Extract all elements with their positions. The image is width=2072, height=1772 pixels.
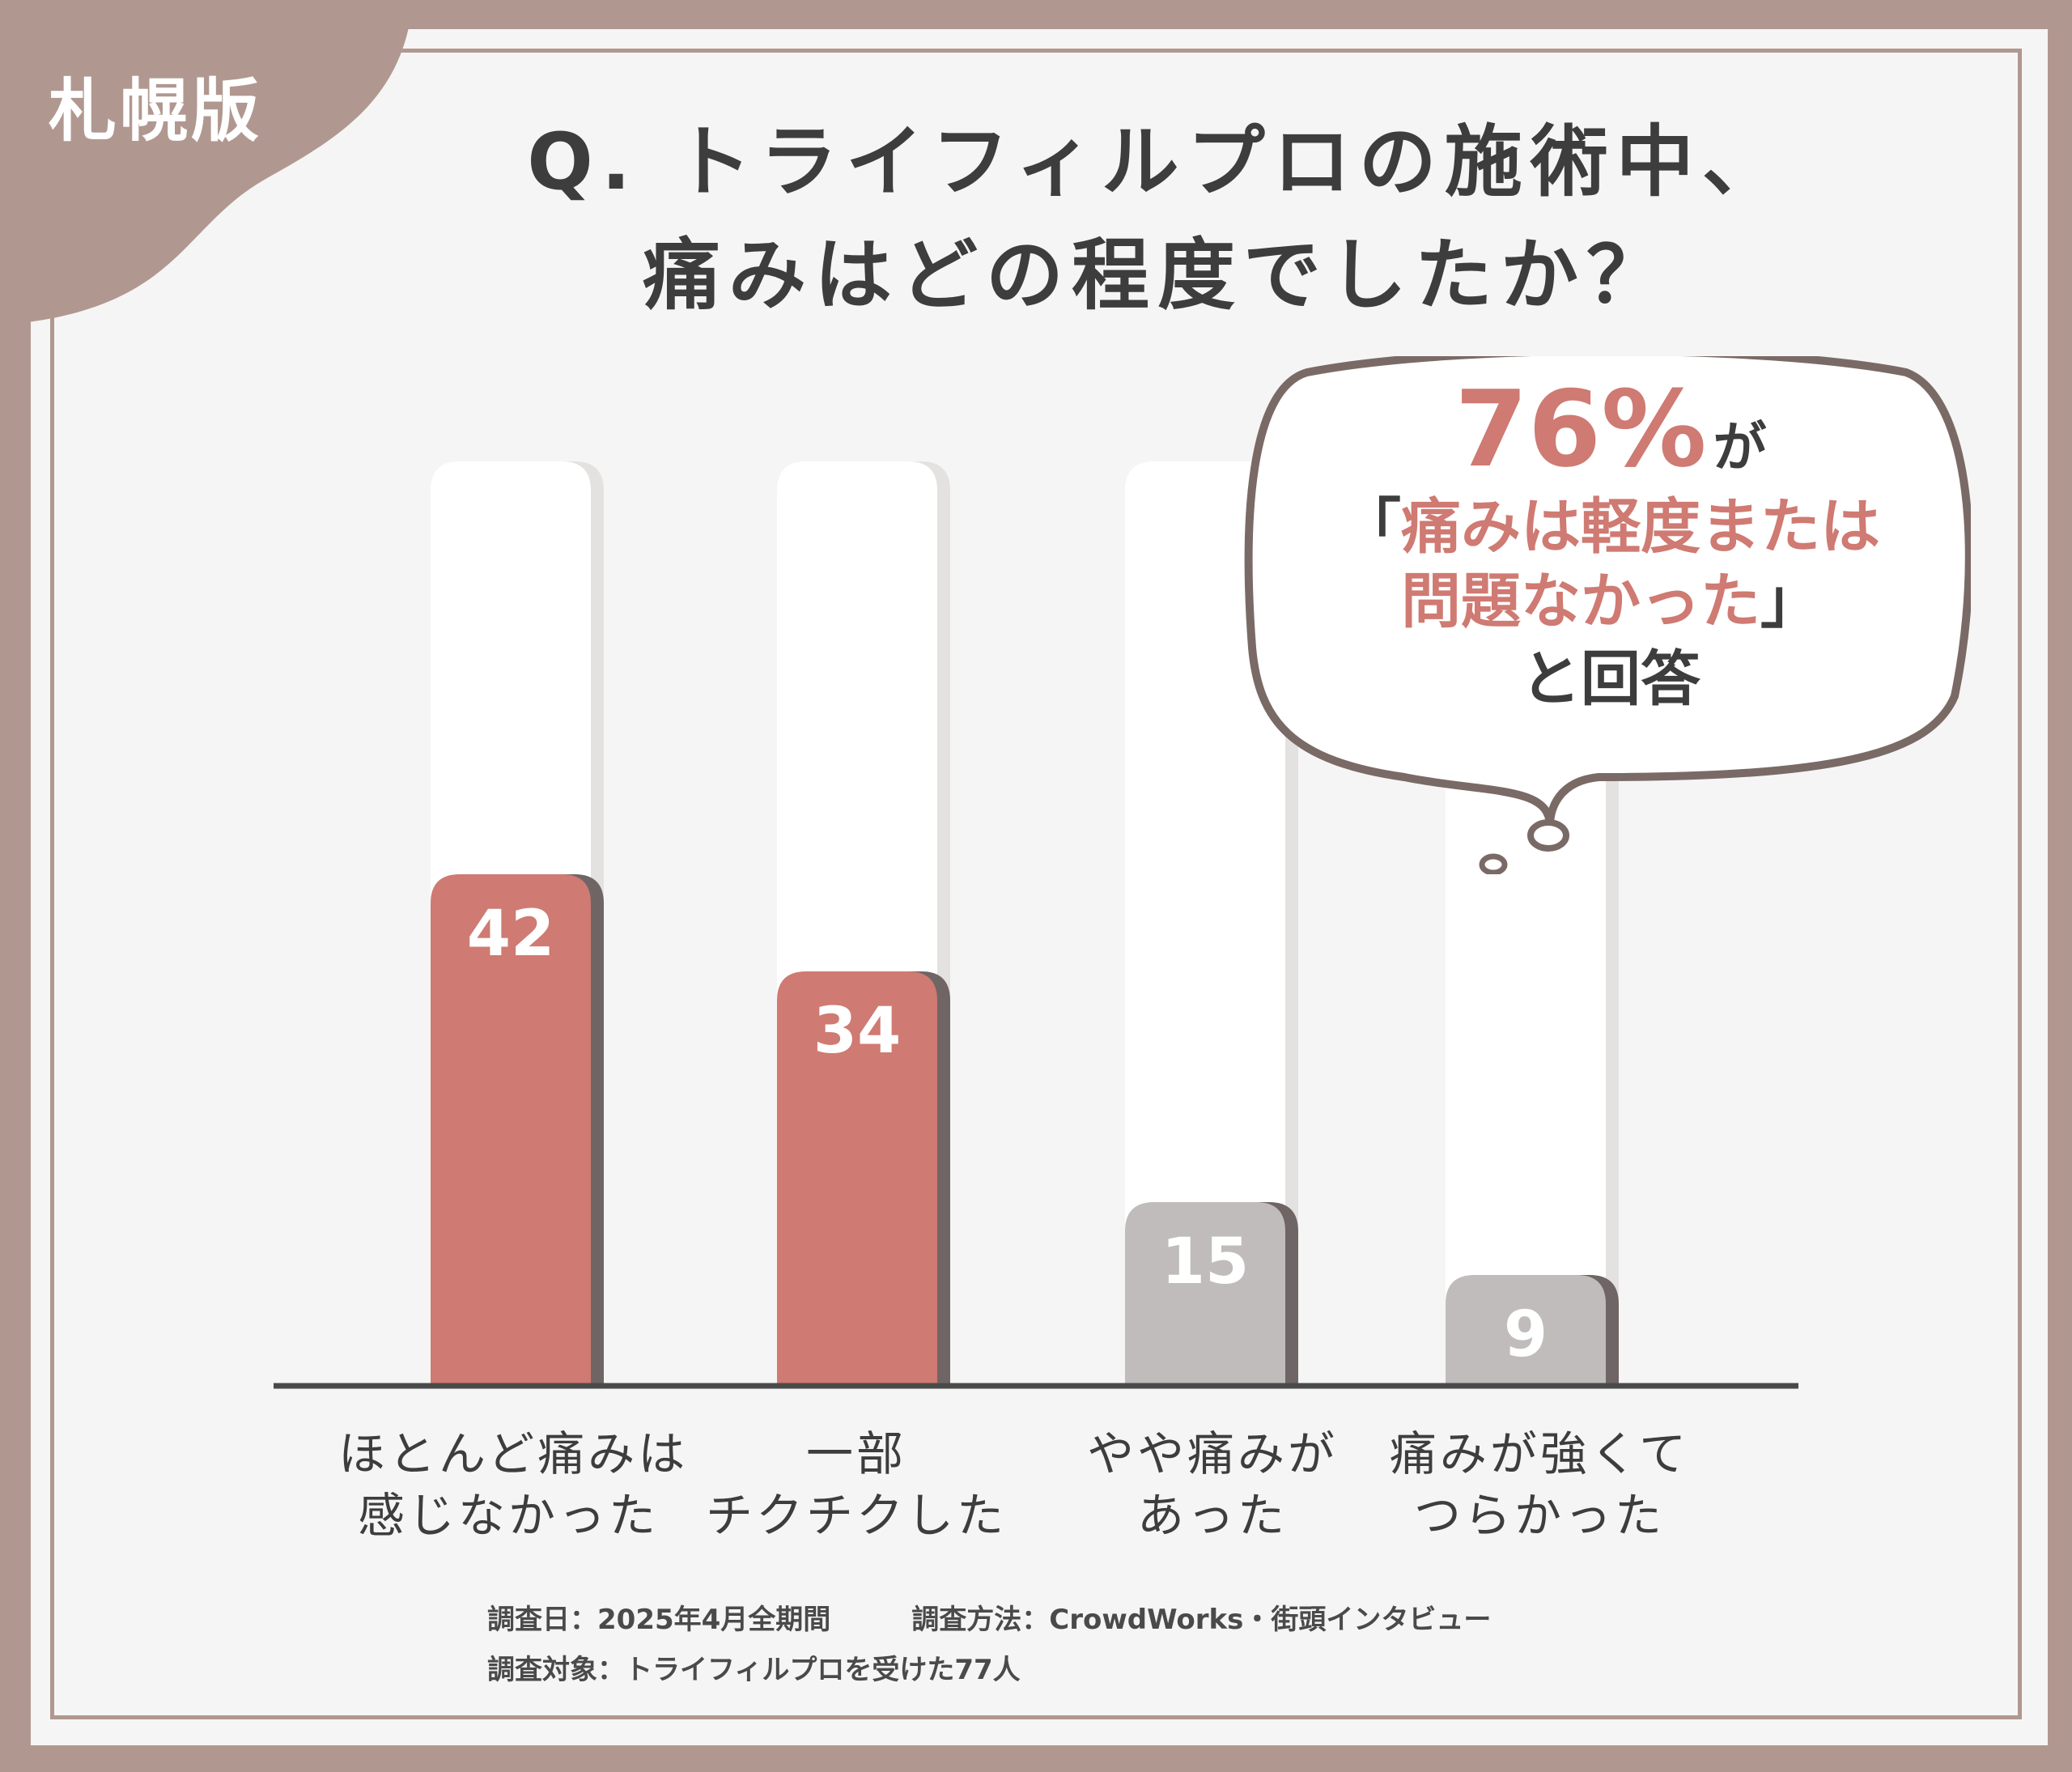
x-tick-label-4-line-1: 痛みが強くて [1389, 1426, 1690, 1481]
title-line-1: Q. トライフィルプロの施術中、 [527, 117, 1788, 207]
corner-tab [0, 0, 413, 325]
bar-value-label: 42 [467, 898, 555, 971]
bar [431, 874, 591, 1384]
bar [1446, 1275, 1606, 1384]
survey-target: 調査対象：トライフィルプロを受けた77人 [487, 1654, 1021, 1686]
bar-value-label: 9 [1504, 1298, 1548, 1371]
callout-line-1: 痛みは軽度または [1401, 492, 1880, 562]
callout-percent: 76% [1454, 368, 1707, 491]
x-tick-label-2-line-1: 一部 [805, 1426, 906, 1481]
x-tick-label-1: ほとんど痛みは 感じなかった [338, 1423, 689, 1546]
speech-bubble [1244, 356, 1971, 874]
x-tick-label-3-line-2: あった [1136, 1488, 1288, 1543]
callout-particle: が [1713, 416, 1767, 478]
title-line-2: 痛みはどの程度でしたか？ [643, 230, 1672, 321]
page-title: Q. トライフィルプロの施術中、 痛みはどの程度でしたか？ [453, 105, 1862, 332]
x-tick-label-4-line-2: つらかった [1413, 1488, 1665, 1543]
bar-value-label: 15 [1161, 1226, 1250, 1298]
survey-method: 調査方法：CrowdWorks・街頭インタビュー [911, 1604, 1492, 1636]
bar [1125, 1202, 1285, 1384]
survey-notes: 調査日：2025年4月全期間 調査方法：CrowdWorks・街頭インタビュー 調… [487, 1595, 1491, 1695]
x-tick-label-3: やや痛みが あった [1042, 1423, 1382, 1546]
bar-value-label: 34 [813, 995, 902, 1068]
x-tick-label-4: 痛みが強くて つらかった [1369, 1423, 1709, 1546]
x-tick-label-3-line-1: やや痛みが [1086, 1426, 1338, 1481]
edition-label: 札幌版 [49, 71, 263, 151]
x-tick-label-1-line-1: ほとんど痛みは [338, 1426, 689, 1481]
bar-track [1125, 461, 1285, 1384]
bar [777, 971, 937, 1384]
callout-text: 76% が 「痛みは軽度または 問題なかった」 と回答 [1263, 368, 1959, 720]
callout-close-bracket: 」 [1760, 567, 1820, 636]
outer-frame [31, 29, 2048, 1745]
callout-line-2: 問題なかった [1401, 567, 1760, 636]
callout-open-bracket: 「 [1341, 492, 1401, 562]
callout-line-3: と回答 [1521, 644, 1700, 714]
survey-date: 調査日：2025年4月全期間 [487, 1604, 831, 1636]
inner-frame-border [50, 49, 2022, 1719]
x-tick-label-2-line-2: チクチクした [705, 1488, 1007, 1543]
x-tick-label-1-line-2: 感じなかった [357, 1488, 659, 1543]
x-tick-label-2: 一部 チクチクした [686, 1423, 1026, 1546]
